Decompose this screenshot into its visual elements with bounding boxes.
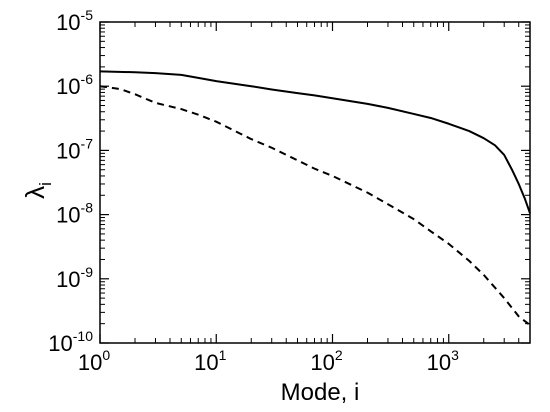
series-layer [99,70,531,326]
y-tick-label: 10-8 [56,200,93,228]
y-tick-label: 10-5 [56,7,93,35]
tick-layer: 100 101 102 103 10-10 10-9 10-8 10-7 10-6 10-5 [48,7,531,375]
y-axis-label-subscript: i [36,182,55,186]
x-axis-label: Mode, i [281,379,360,406]
y-axis-label-main: λ [20,186,50,199]
y-axis-label: λi [20,182,55,199]
x-tick-label: 102 [310,347,342,375]
y-tick-label: 10-6 [56,71,93,99]
x-tick-label: 101 [194,347,226,375]
series-line-solid [99,70,531,214]
y-tick-label: 10-10 [48,328,93,356]
x-tick-label: 103 [427,347,459,375]
y-tick-label: 10-7 [56,135,93,163]
series-line-dashed [99,85,531,326]
plot-frame [99,21,531,344]
y-tick-label: 10-9 [56,264,93,292]
x-tick-label: 100 [78,347,110,375]
